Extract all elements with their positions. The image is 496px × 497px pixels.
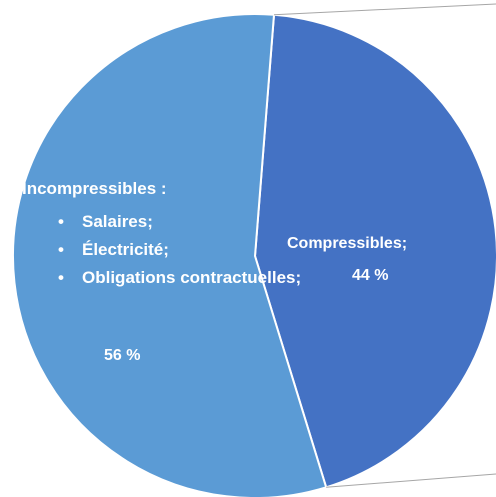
list-item-electricite: Électricité; [58,241,301,258]
incompressibles-percent: 56 % [104,347,141,364]
list-item-obligations: Obligations contractuelles; [58,269,301,286]
leader-lines [273,3,496,488]
leader-line-bottom [326,473,496,488]
compressibles-percent: 44 % [352,267,389,284]
incompressibles-item-list: Salaires; Électricité; Obligations contr… [58,213,301,297]
compressibles-label: Compressibles; [287,235,408,252]
incompressibles-label: Incompressibles : [22,179,167,198]
leader-line-top [273,3,496,16]
list-item-salaires: Salaires; [58,213,301,230]
pie-slices [11,13,496,497]
